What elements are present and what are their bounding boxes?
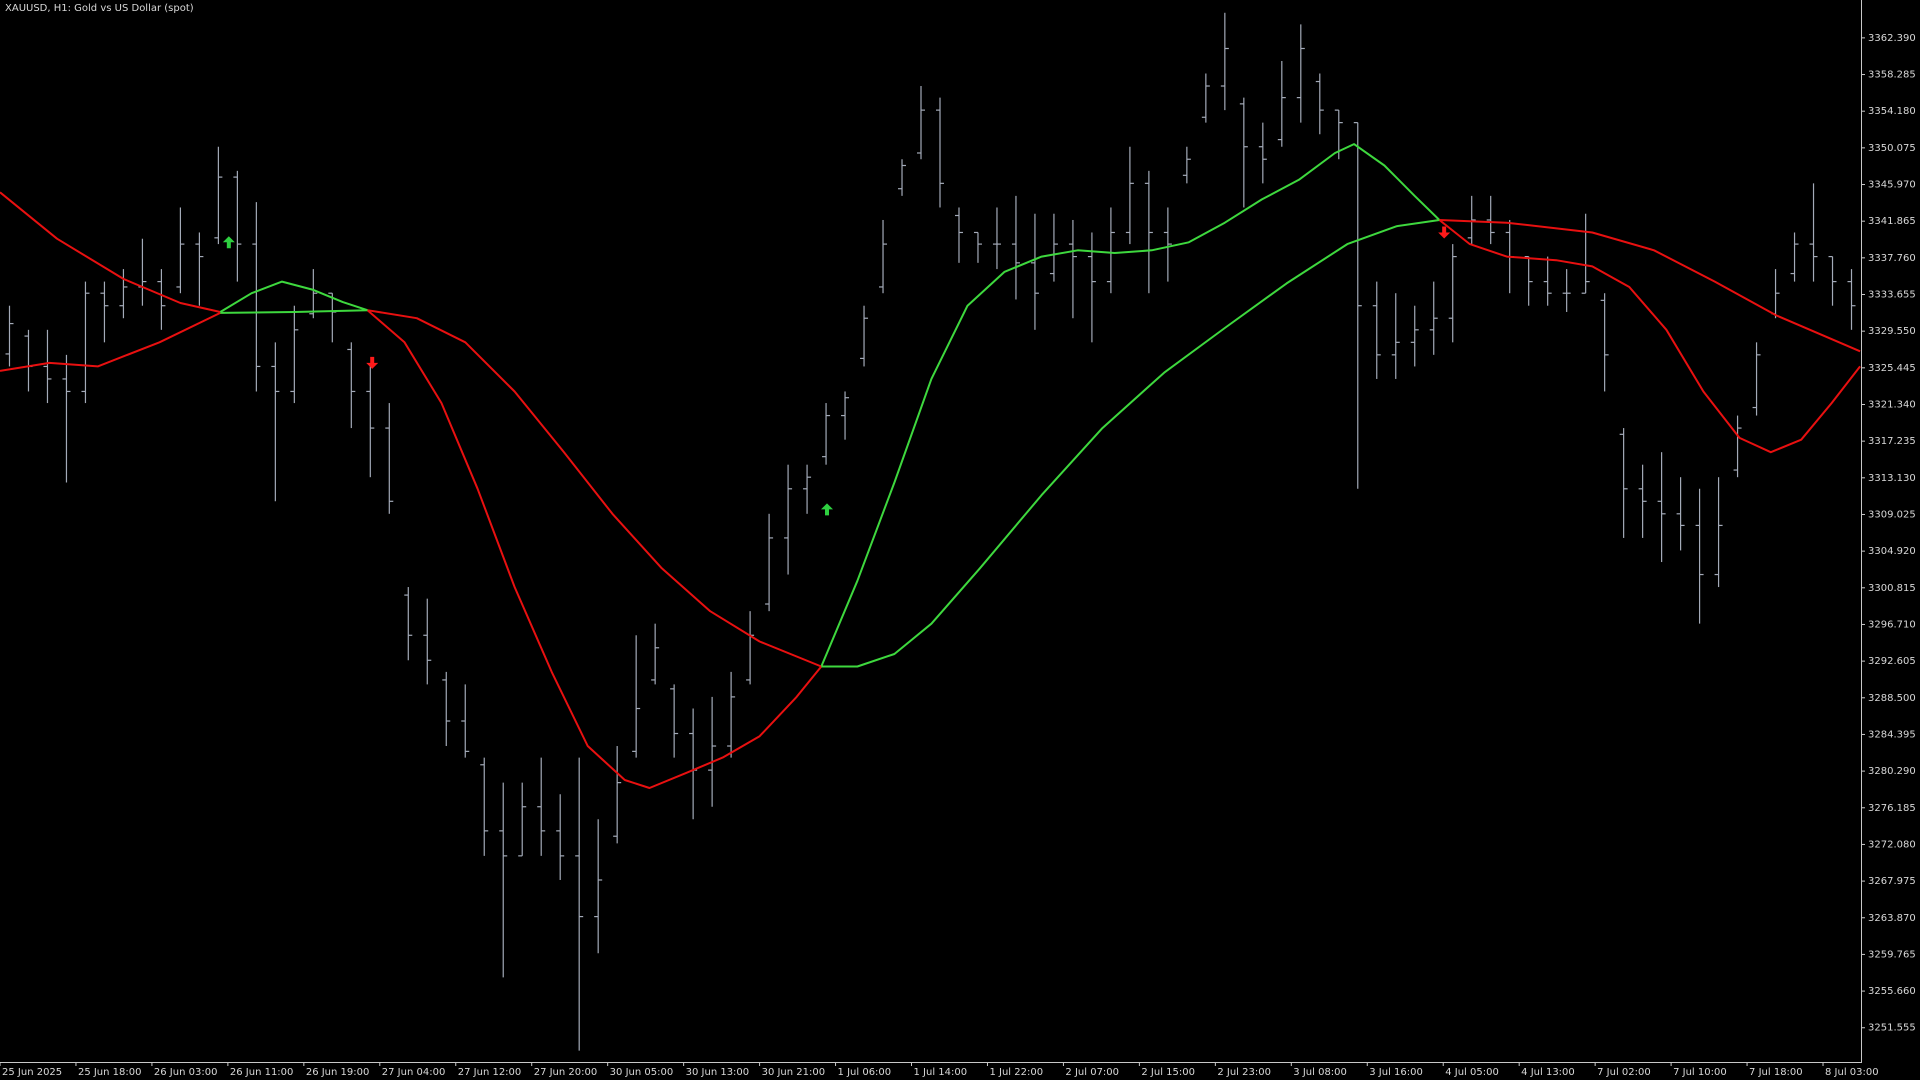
moving-average-line	[0, 311, 221, 372]
y-tick-label: 3276.185	[1868, 803, 1916, 814]
x-tick-label: 26 Jun 19:00	[306, 1067, 370, 1078]
y-tick-label: 3300.815	[1868, 583, 1916, 594]
y-tick-label: 3272.080	[1868, 839, 1916, 850]
x-tick-label: 4 Jul 13:00	[1521, 1067, 1575, 1078]
x-tick-label: 4 Jul 05:00	[1445, 1067, 1499, 1078]
x-tick-label: 27 Jun 20:00	[534, 1067, 598, 1078]
y-tick-label: 3354.180	[1868, 106, 1916, 117]
moving-average-line	[367, 309, 822, 668]
moving-average-line	[821, 219, 1440, 668]
x-tick-label: 30 Jun 13:00	[686, 1067, 750, 1078]
y-tick-label: 3313.130	[1868, 473, 1916, 484]
y-tick-label: 3267.975	[1868, 876, 1916, 887]
y-tick-label: 3280.290	[1868, 766, 1916, 777]
moving-average-line	[1438, 219, 1861, 454]
y-tick-label: 3350.075	[1868, 143, 1916, 154]
signal-arrow	[821, 503, 834, 516]
x-tick-label: 1 Jul 22:00	[989, 1067, 1043, 1078]
y-tick-label: 3329.550	[1868, 326, 1916, 337]
y-tick-label: 3251.555	[1868, 1023, 1916, 1034]
x-tick-label: 7 Jul 18:00	[1749, 1067, 1803, 1078]
x-tick-label: 30 Jun 21:00	[762, 1067, 826, 1078]
y-tick-label: 3304.920	[1868, 546, 1916, 557]
moving-average-line	[820, 143, 1441, 667]
y-tick-label: 3325.445	[1868, 363, 1916, 374]
x-tick-label: 7 Jul 10:00	[1673, 1067, 1727, 1078]
x-tick-label: 2 Jul 07:00	[1065, 1067, 1119, 1078]
x-tick-label: 26 Jun 11:00	[230, 1067, 294, 1078]
y-tick-label: 3292.605	[1868, 656, 1916, 667]
x-tick-label: 26 Jun 03:00	[154, 1067, 218, 1078]
moving-average-line	[366, 309, 823, 789]
x-tick-label: 8 Jul 03:00	[1825, 1067, 1879, 1078]
x-tick-label: 3 Jul 16:00	[1369, 1067, 1423, 1078]
x-tick-label: 2 Jul 23:00	[1217, 1067, 1271, 1078]
x-tick-label: 7 Jul 02:00	[1597, 1067, 1651, 1078]
y-tick-label: 3284.395	[1868, 729, 1916, 740]
x-tick-label: 1 Jul 14:00	[914, 1067, 968, 1078]
y-tick-label: 3259.765	[1868, 949, 1916, 960]
x-tick-label: 2 Jul 15:00	[1141, 1067, 1195, 1078]
y-tick-label: 3255.660	[1868, 986, 1916, 997]
x-tick-label: 27 Jun 04:00	[382, 1067, 446, 1078]
y-tick-label: 3333.655	[1868, 290, 1916, 301]
x-tick-label: 3 Jul 08:00	[1293, 1067, 1347, 1078]
y-tick-label: 3341.865	[1868, 216, 1916, 227]
y-tick-label: 3288.500	[1868, 693, 1916, 704]
x-tick-label: 27 Jun 12:00	[458, 1067, 522, 1078]
signal-arrow	[222, 236, 235, 249]
y-tick-label: 3362.390	[1868, 33, 1916, 44]
y-tick-label: 3337.760	[1868, 253, 1916, 264]
y-tick-label: 3345.970	[1868, 180, 1916, 191]
y-tick-label: 3317.235	[1868, 436, 1916, 447]
y-tick-label: 3263.870	[1868, 913, 1916, 924]
signal-arrow	[1438, 226, 1451, 239]
x-tick-label: 30 Jun 05:00	[610, 1067, 674, 1078]
x-tick-label: 25 Jun 2025	[2, 1067, 62, 1078]
signal-arrow	[366, 356, 379, 369]
x-tick-label: 1 Jul 06:00	[838, 1067, 892, 1078]
y-tick-label: 3358.285	[1868, 70, 1916, 81]
moving-average-line	[219, 280, 368, 313]
y-tick-label: 3309.025	[1868, 509, 1916, 520]
chart-title: XAUUSD, H1: Gold vs US Dollar (spot)	[5, 3, 194, 14]
moving-average-line	[0, 191, 221, 313]
moving-average-line	[220, 309, 368, 314]
x-tick-label: 25 Jun 18:00	[78, 1067, 142, 1078]
y-tick-label: 3321.340	[1868, 399, 1916, 410]
moving-average-line	[1439, 219, 1861, 353]
y-tick-label: 3296.710	[1868, 619, 1916, 630]
